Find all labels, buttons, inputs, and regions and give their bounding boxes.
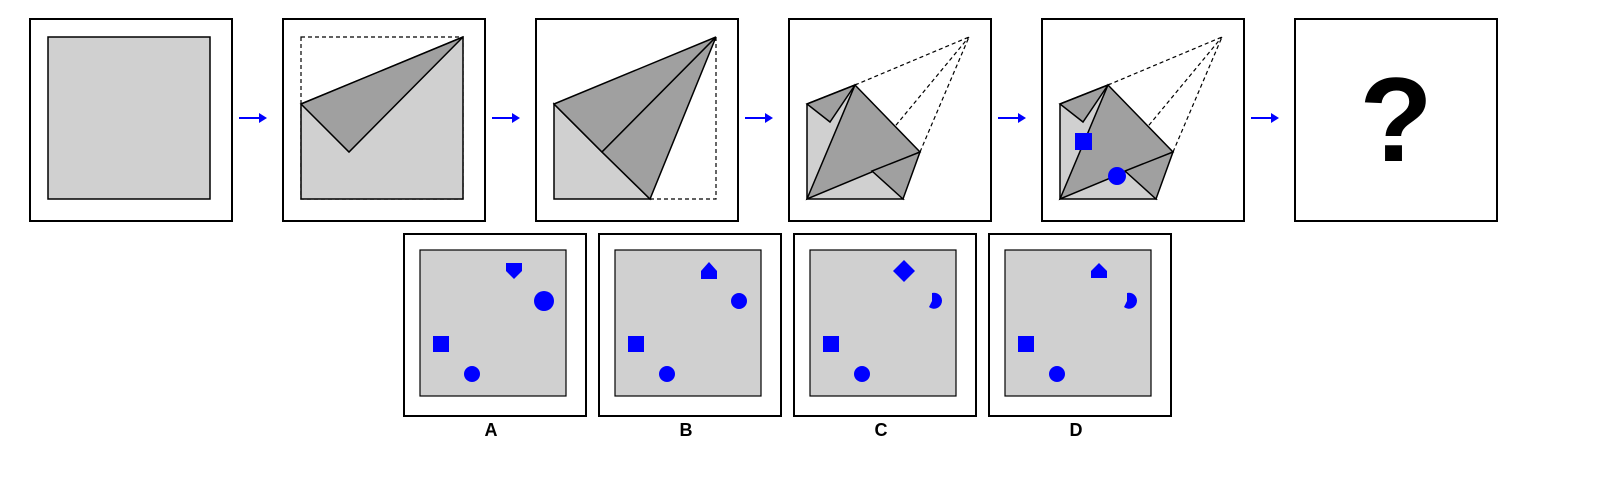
option-b-sheet: [614, 249, 762, 397]
option-a[interactable]: [403, 233, 587, 417]
step-2-panel: [282, 18, 486, 222]
house-icon: [1091, 263, 1107, 278]
circle-icon: [534, 291, 554, 311]
circle-icon: [464, 366, 480, 382]
second-fold-sheet: [552, 36, 717, 201]
option-c-sheet: [809, 249, 957, 397]
step-3-panel: [535, 18, 739, 222]
house-icon: [701, 262, 717, 279]
unfolded-square-sheet: [47, 36, 211, 200]
third-fold-sheet: [805, 36, 970, 201]
circle-icon: [1049, 366, 1065, 382]
punched-fold-sheet: [1058, 36, 1223, 201]
square-icon: [1075, 133, 1092, 150]
answer-placeholder-panel: ?: [1294, 18, 1498, 222]
circle-icon: [659, 366, 675, 382]
step-5-panel: [1041, 18, 1245, 222]
option-a-label: A: [484, 420, 498, 440]
question-mark: ?: [1359, 53, 1433, 187]
step-1-panel: [29, 18, 233, 222]
square-icon: [823, 336, 839, 352]
arrow-right-icon: [492, 113, 520, 123]
square-icon: [1018, 336, 1034, 352]
circle-icon: [1108, 167, 1126, 185]
arrow-right-icon: [745, 113, 773, 123]
circle-icon: [929, 292, 942, 309]
arrow-right-icon: [239, 113, 267, 123]
circle-icon: [1124, 292, 1137, 309]
option-d-label: D: [1069, 420, 1083, 440]
step-4-panel: [788, 18, 992, 222]
option-c[interactable]: [793, 233, 977, 417]
option-d[interactable]: [988, 233, 1172, 417]
option-b[interactable]: [598, 233, 782, 417]
option-a-sheet: [419, 249, 567, 397]
square-icon: [628, 336, 644, 352]
circle-icon: [731, 293, 747, 309]
pentagon-icon: [506, 263, 522, 279]
circle-icon: [854, 366, 870, 382]
option-d-sheet: [1004, 249, 1152, 397]
option-c-label: C: [874, 420, 888, 440]
diamond-icon: [893, 260, 915, 282]
option-b-label: B: [679, 420, 693, 440]
first-fold-sheet: [299, 35, 464, 200]
arrow-right-icon: [998, 113, 1026, 123]
arrow-right-icon: [1251, 113, 1279, 123]
square-icon: [433, 336, 449, 352]
